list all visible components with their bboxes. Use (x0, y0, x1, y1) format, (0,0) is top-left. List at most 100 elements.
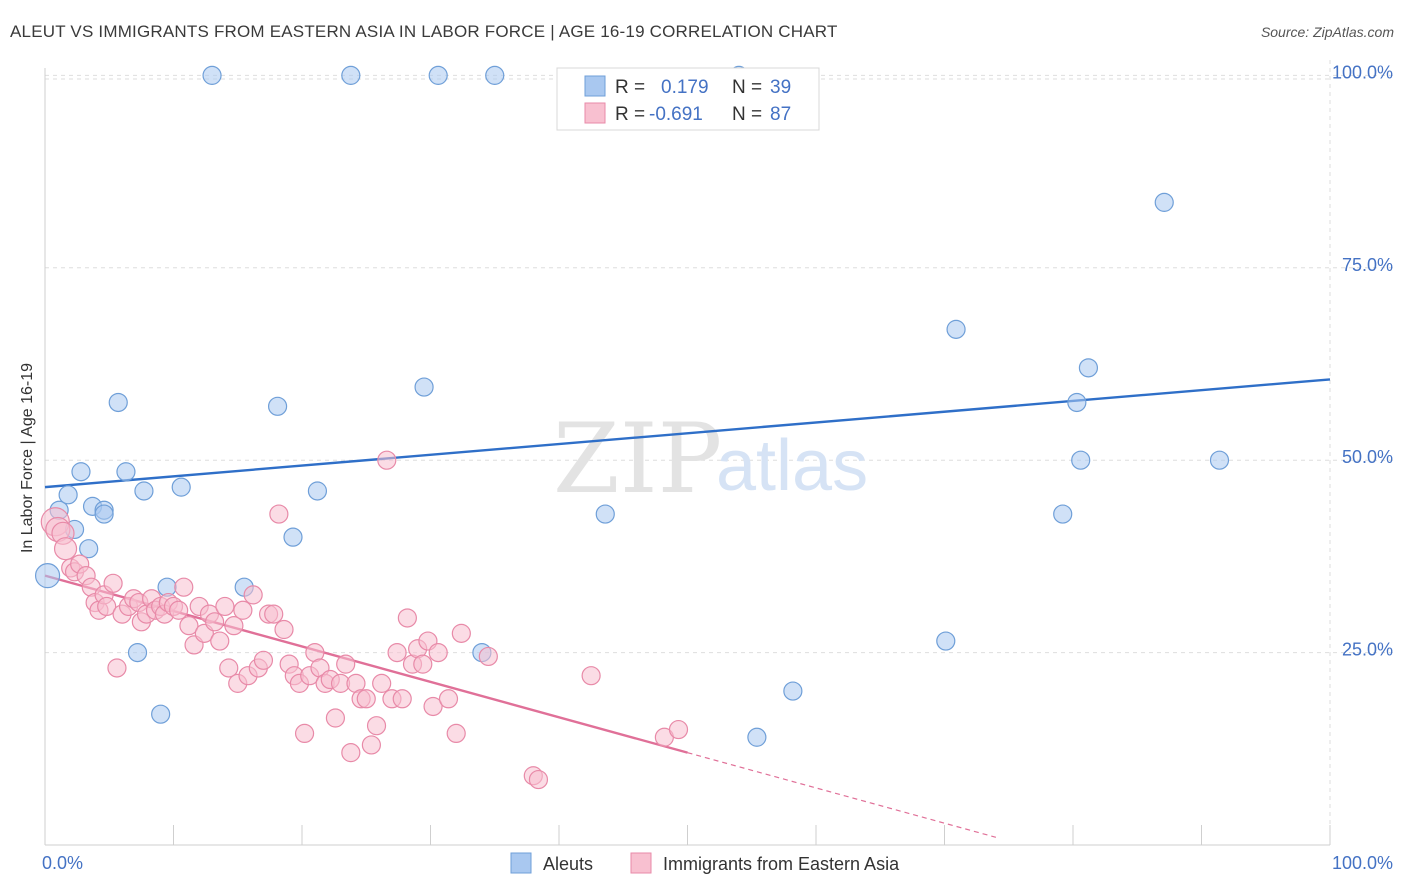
legend-bottom-aleuts: Aleuts (543, 854, 593, 874)
point-immigrants-70 (387, 642, 407, 663)
point-immigrants-79 (438, 689, 459, 709)
point-aleuts-34 (1078, 358, 1099, 378)
point-immigrants-42 (243, 585, 263, 605)
point-immigrants-78 (428, 642, 448, 663)
point-immigrants-52 (294, 723, 315, 744)
point-aleuts-0 (34, 563, 61, 589)
x-tick-labels: 0.0% 100.0% (42, 853, 1393, 873)
x-tick-label-100: 100.0% (1332, 853, 1393, 873)
point-aleuts-26 (595, 504, 615, 524)
point-aleuts-8 (94, 504, 114, 524)
point-immigrants-77 (423, 696, 443, 717)
point-aleuts-18 (267, 396, 288, 416)
point-immigrants-40 (233, 600, 253, 620)
point-aleuts-33 (1071, 450, 1091, 470)
series-legend: Aleuts Immigrants from Eastern Asia (510, 852, 900, 874)
data-points (34, 65, 1230, 790)
point-aleuts-30 (946, 319, 966, 339)
point-immigrants-13 (103, 573, 123, 593)
point-immigrants-60 (336, 654, 356, 674)
point-immigrants-85 (581, 666, 601, 686)
point-aleuts-12 (134, 481, 154, 501)
point-immigrants-87 (668, 719, 689, 740)
legend-n-label-2: N = (732, 104, 762, 125)
point-aleuts-31 (1053, 504, 1073, 524)
point-immigrants-14 (107, 658, 127, 678)
point-aleuts-11 (127, 642, 148, 663)
y-tick-label-75: 75.0% (1342, 255, 1393, 275)
point-aleuts-29 (936, 631, 956, 651)
legend-bottom-immigrants: Immigrants from Eastern Asia (663, 854, 900, 874)
y-tick-label-50: 50.0% (1342, 447, 1393, 467)
point-aleuts-10 (116, 462, 136, 482)
point-aleuts-16 (202, 65, 222, 85)
point-immigrants-35 (210, 631, 230, 651)
point-immigrants-38 (224, 616, 244, 636)
point-immigrants-28 (174, 577, 194, 597)
point-immigrants-44 (253, 650, 274, 670)
legend-bottom-swatch-aleuts (510, 852, 532, 874)
point-aleuts-23 (428, 65, 448, 85)
source-label: Source: ZipAtlas.com (1260, 24, 1394, 40)
point-immigrants-65 (361, 735, 381, 755)
point-aleuts-28 (783, 681, 803, 701)
point-immigrants-34 (205, 612, 225, 632)
correlation-legend: R = 0.179 N = 39 R = -0.691 N = 87 (556, 67, 820, 131)
legend-n-value-2: 87 (770, 104, 791, 125)
point-immigrants-84 (528, 769, 549, 790)
point-immigrants-47 (269, 504, 289, 524)
point-aleuts-13 (151, 704, 171, 724)
watermark: ZIP atlas (553, 403, 868, 515)
point-immigrants-66 (366, 716, 387, 736)
y-tick-label-25: 25.0% (1342, 640, 1393, 660)
point-aleuts-32 (1067, 392, 1087, 413)
trend-line-extension-immigrants (687, 752, 997, 838)
point-immigrants-46 (264, 604, 284, 624)
point-immigrants-27 (169, 600, 189, 620)
point-immigrants-81 (451, 623, 471, 643)
point-immigrants-12 (97, 596, 117, 617)
watermark-zip: ZIP (553, 403, 722, 515)
point-immigrants-37 (219, 658, 239, 678)
point-aleuts-21 (341, 65, 361, 85)
legend-r-label-2: R = (615, 104, 645, 125)
point-immigrants-82 (478, 646, 498, 667)
point-aleuts-36 (1209, 450, 1230, 470)
point-immigrants-48 (274, 619, 294, 640)
trend-line-aleuts (44, 378, 1331, 489)
legend-n-label-1: N = (732, 77, 762, 98)
point-immigrants-29 (179, 616, 199, 636)
legend-swatch-immigrants (584, 102, 606, 124)
legend-swatch-aleuts (584, 75, 606, 97)
legend-r-value-1: 0.179 (661, 77, 709, 98)
legend-r-value-2: -0.691 (649, 104, 703, 125)
point-aleuts-24 (485, 65, 505, 85)
point-immigrants-61 (341, 743, 361, 763)
point-aleuts-4 (71, 462, 91, 482)
point-immigrants-71 (392, 689, 412, 709)
point-immigrants-72 (397, 608, 417, 628)
watermark-atlas: atlas (716, 426, 868, 506)
point-aleuts-15 (171, 477, 191, 497)
point-immigrants-75 (413, 654, 433, 674)
legend-n-value-1: 39 (770, 77, 791, 98)
axes (44, 68, 1331, 846)
y-axis-title: In Labor Force | Age 16-19 (19, 363, 36, 553)
point-aleuts-2 (58, 485, 78, 505)
y-tick-label-100: 100.0% (1332, 62, 1393, 82)
legend-r-label-1: R = (615, 77, 645, 98)
point-aleuts-22 (414, 377, 434, 397)
legend-bottom-swatch-immigrants (630, 852, 652, 874)
y-tick-labels: 25.0% 50.0% 75.0% 100.0% (1332, 62, 1393, 659)
point-immigrants-3 (53, 537, 78, 561)
point-aleuts-19 (283, 527, 303, 547)
x-tick-label-0: 0.0% (42, 853, 83, 873)
chart-title: ALEUT VS IMMIGRANTS FROM EASTERN ASIA IN… (10, 22, 838, 41)
point-aleuts-20 (307, 481, 328, 501)
point-immigrants-68 (377, 450, 397, 470)
point-immigrants-58 (325, 708, 346, 728)
point-aleuts-5 (79, 539, 99, 559)
point-immigrants-36 (215, 596, 235, 617)
point-immigrants-67 (372, 673, 392, 693)
